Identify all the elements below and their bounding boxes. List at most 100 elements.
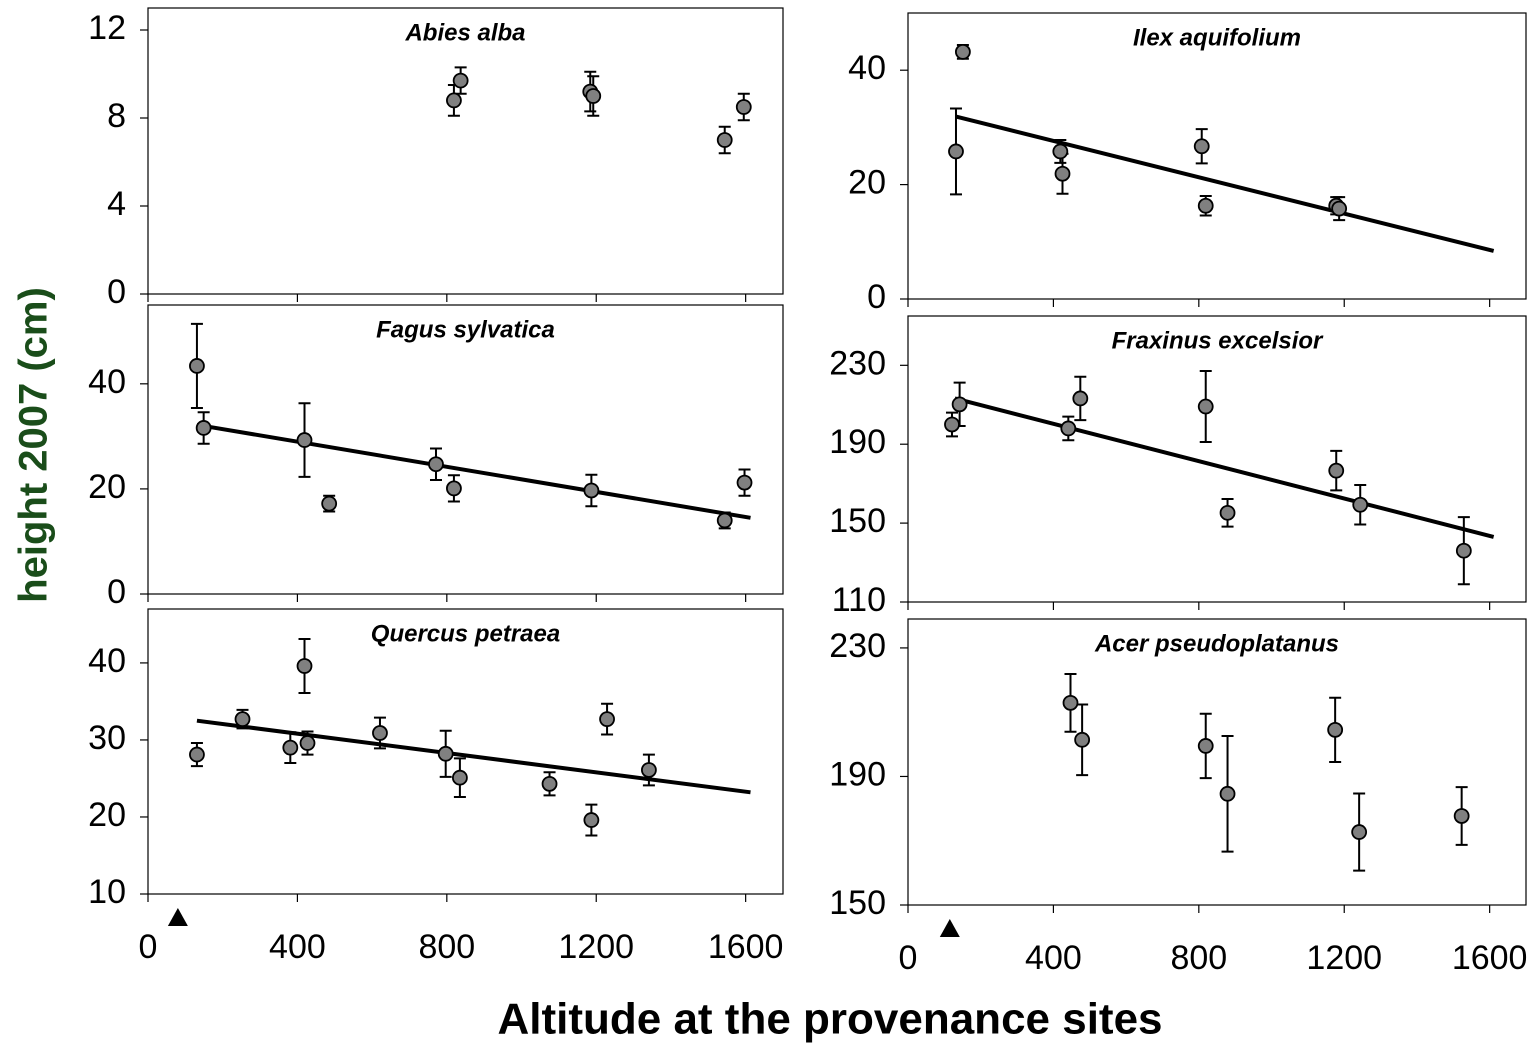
point <box>735 99 752 115</box>
y-tick-label: 30 <box>88 719 126 757</box>
y-tick-label: 150 <box>829 884 886 922</box>
panel-title: Acer pseudoplatanus <box>1094 630 1339 657</box>
point <box>1328 462 1345 479</box>
point <box>437 745 454 762</box>
point <box>1219 504 1236 521</box>
point <box>446 92 462 109</box>
plot-frame <box>907 315 1527 603</box>
point <box>583 812 600 828</box>
panel-title: Ilex aquifolium <box>1133 24 1301 51</box>
point <box>641 762 657 778</box>
point <box>1327 721 1344 738</box>
y-axis-label: height 2007 (cm) <box>12 287 56 603</box>
y-tick-label: 190 <box>829 755 886 793</box>
trend-line <box>954 396 1495 539</box>
point <box>282 739 299 756</box>
point <box>234 711 251 728</box>
point <box>296 658 313 674</box>
point <box>372 725 388 741</box>
point <box>1054 165 1071 182</box>
plot-frame <box>907 618 1527 906</box>
y-tick-label: 150 <box>829 502 886 540</box>
point <box>451 769 468 786</box>
x-tick-label: 1600 <box>708 928 784 966</box>
point <box>1219 785 1236 802</box>
point <box>189 358 205 374</box>
point <box>1455 542 1472 559</box>
point <box>296 432 313 448</box>
y-tick-label: 190 <box>829 423 886 461</box>
y-tick-label: 40 <box>88 363 126 401</box>
point <box>599 711 615 728</box>
point <box>1060 420 1077 437</box>
y-tick-label: 10 <box>88 873 126 911</box>
point <box>1197 398 1214 415</box>
point <box>299 735 316 751</box>
point <box>716 132 733 148</box>
point <box>951 396 968 413</box>
y-tick-label: 40 <box>848 49 886 87</box>
point <box>1193 138 1210 155</box>
x-tick-label: 1200 <box>1306 939 1382 977</box>
point <box>1453 808 1470 824</box>
trend-line <box>196 718 751 795</box>
point <box>1074 731 1091 748</box>
plot-frame <box>147 608 784 895</box>
y-tick-label: 20 <box>88 796 126 834</box>
point <box>1352 496 1369 513</box>
x-tick-label: 0 <box>139 928 158 966</box>
point <box>1331 200 1348 217</box>
point <box>944 416 960 433</box>
point <box>585 88 602 104</box>
point <box>541 775 558 792</box>
point <box>1062 694 1079 711</box>
y-tick-label: 8 <box>107 97 126 135</box>
x-tick-label: 800 <box>418 928 475 966</box>
x-tick-label: 0 <box>899 939 918 977</box>
y-tick-label: 0 <box>867 278 886 316</box>
point <box>1197 197 1214 214</box>
y-tick-label: 110 <box>832 581 886 619</box>
point <box>1351 824 1368 840</box>
point <box>736 474 753 491</box>
site-marker <box>167 908 188 926</box>
point <box>948 143 964 160</box>
y-tick-label: 0 <box>107 573 126 611</box>
point <box>428 456 444 473</box>
y-tick-label: 12 <box>88 9 126 47</box>
y-tick-label: 20 <box>848 164 886 202</box>
trend-line <box>955 114 1495 253</box>
trend-line <box>196 422 751 520</box>
x-tick-label: 400 <box>269 928 326 966</box>
point <box>716 512 733 529</box>
x-tick-label: 400 <box>1025 939 1082 977</box>
point <box>1072 390 1089 407</box>
plot-frame <box>147 7 784 295</box>
y-tick-label: 230 <box>829 627 886 665</box>
plot-frame <box>147 304 784 595</box>
point <box>195 420 212 436</box>
panel-title: Abies alba <box>404 19 525 46</box>
panel-title: Fraxinus excelsior <box>1112 327 1324 354</box>
x-tick-label: 1200 <box>558 928 634 966</box>
y-tick-label: 0 <box>107 273 126 311</box>
site-marker <box>939 919 960 937</box>
y-tick-label: 4 <box>107 185 126 223</box>
panel-title: Fagus sylvatica <box>376 316 555 343</box>
y-tick-label: 20 <box>88 468 126 506</box>
x-tick-label: 1600 <box>1452 939 1528 977</box>
x-axis-label: Altitude at the provenance sites <box>497 995 1162 1044</box>
panel-title: Quercus petraea <box>371 620 560 647</box>
point <box>1052 143 1069 160</box>
point <box>583 482 600 499</box>
point <box>189 746 205 763</box>
x-tick-label: 800 <box>1170 939 1227 977</box>
point <box>446 480 462 497</box>
point <box>321 495 338 512</box>
y-tick-label: 40 <box>88 642 126 680</box>
point <box>452 72 469 89</box>
y-tick-label: 230 <box>829 344 886 382</box>
point <box>954 43 971 60</box>
